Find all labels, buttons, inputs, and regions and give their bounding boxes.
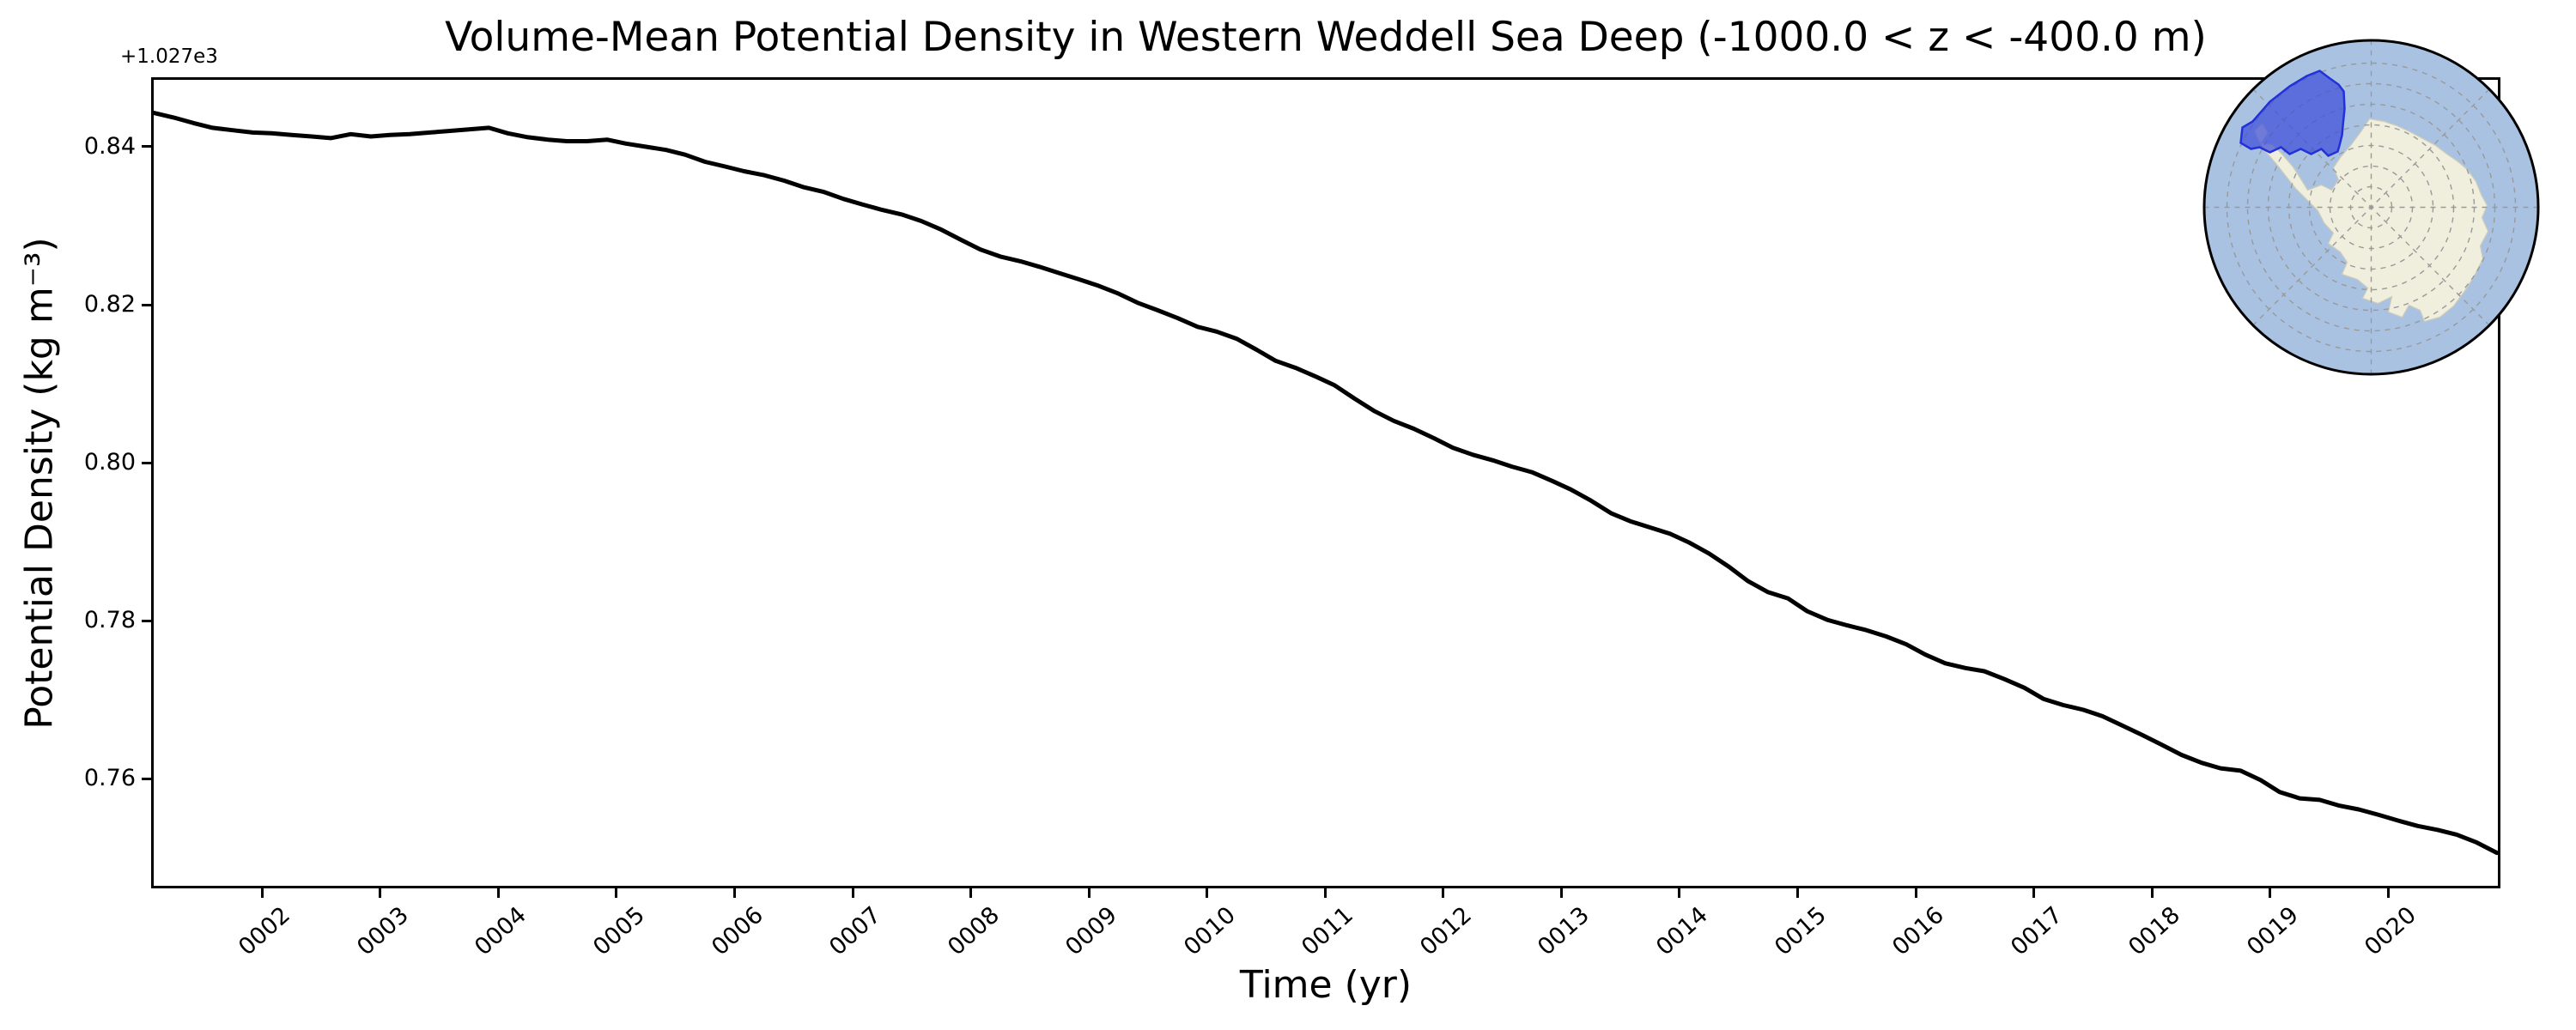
x-tick-mark: [379, 888, 382, 898]
x-tick-label: 0011: [1297, 901, 1359, 961]
x-tick-label: 0015: [1769, 901, 1832, 961]
series-plot: [151, 110, 2500, 856]
x-tick-label: 0009: [1060, 901, 1123, 961]
x-tick-label: 0014: [1651, 901, 1713, 961]
x-tick-label: 0016: [1887, 901, 1949, 961]
x-tick-label: 0002: [234, 901, 296, 961]
y-tick-mark: [142, 619, 151, 622]
x-tick-mark: [1796, 888, 1800, 898]
map-graticule: [2205, 41, 2537, 373]
x-tick-mark: [2032, 888, 2036, 898]
y-tick-mark: [142, 777, 151, 780]
plot-area: [151, 77, 2500, 888]
x-tick-label: 0003: [351, 901, 414, 961]
x-tick-mark: [851, 888, 854, 898]
x-tick-label: 0005: [588, 901, 650, 961]
x-tick-mark: [1914, 888, 1917, 898]
x-tick-mark: [2386, 888, 2390, 898]
x-tick-mark: [1087, 888, 1091, 898]
y-tick-label: 0.80: [83, 449, 136, 476]
x-tick-mark: [733, 888, 737, 898]
x-tick-mark: [1323, 888, 1327, 898]
x-tick-label: 0007: [824, 901, 886, 961]
x-tick-mark: [496, 888, 500, 898]
x-tick-label: 0020: [2360, 901, 2422, 961]
x-tick-mark: [260, 888, 264, 898]
y-tick-mark: [142, 145, 151, 148]
x-tick-mark: [2150, 888, 2154, 898]
x-tick-mark: [615, 888, 618, 898]
x-tick-label: 0008: [942, 901, 1005, 961]
x-tick-label: 0017: [2005, 901, 2068, 961]
inset-map: [2202, 39, 2540, 376]
y-tick-label: 0.76: [83, 765, 136, 792]
y-tick-mark: [142, 461, 151, 464]
x-tick-mark: [2269, 888, 2272, 898]
map-border: [2202, 39, 2540, 376]
y-axis-offset-label: +1.027e3: [120, 45, 218, 68]
x-tick-label: 0012: [1414, 901, 1477, 961]
y-tick-label: 0.84: [83, 132, 136, 160]
x-tick-label: 0018: [2123, 901, 2186, 961]
x-tick-mark: [1559, 888, 1563, 898]
y-tick-label: 0.82: [83, 291, 136, 318]
map-highlight-region-western-weddell-sea: [2239, 70, 2346, 157]
chart-title: Volume-Mean Potential Density in Western…: [445, 14, 2207, 61]
x-tick-mark: [1206, 888, 1209, 898]
x-tick-label: 0004: [470, 901, 532, 961]
x-axis-label: Time (yr): [1239, 963, 1413, 1007]
x-tick-mark: [969, 888, 973, 898]
y-tick-mark: [142, 303, 151, 306]
series-line: [151, 110, 2500, 856]
x-tick-mark: [1678, 888, 1681, 898]
y-tick-label: 0.78: [83, 607, 136, 634]
x-tick-label: 0010: [1178, 901, 1241, 961]
x-tick-mark: [1442, 888, 1445, 898]
x-tick-label: 0013: [1533, 901, 1595, 961]
y-axis-label: Potential Density (kg m⁻³): [17, 237, 62, 730]
x-tick-label: 0019: [2241, 901, 2304, 961]
x-tick-label: 0006: [706, 901, 769, 961]
